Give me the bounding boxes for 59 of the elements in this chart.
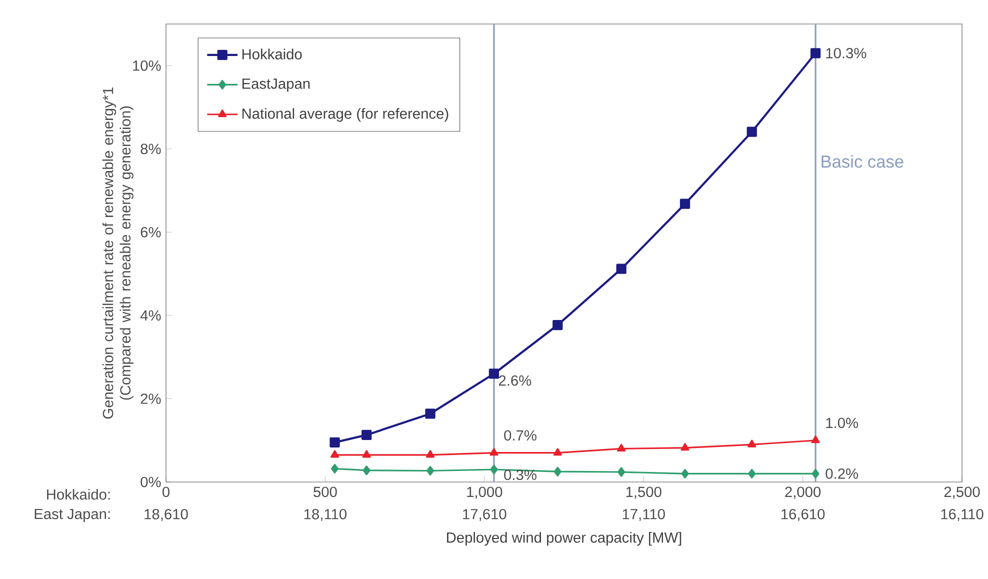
x2-tick-label: 18,610 [144, 508, 188, 522]
point [746, 126, 757, 137]
point [488, 368, 500, 379]
point [425, 408, 436, 419]
x-tick-label: 0 [162, 486, 170, 498]
point [490, 464, 498, 474]
text: Hokkaido: [47, 488, 110, 500]
point [616, 264, 626, 274]
point [490, 448, 498, 456]
x2-tick-label: 16,110 [941, 508, 984, 522]
point [362, 466, 370, 476]
y-tick-label: 8% [140, 144, 161, 154]
point [554, 466, 562, 476]
x-tick-label: 1,000 [467, 486, 502, 499]
point [748, 440, 756, 448]
x2-tick-label: 16,610 [781, 508, 825, 522]
y-tick-label: 4% [140, 310, 161, 321]
x2-tick-label: 17,110 [622, 508, 665, 522]
x2-tick-label: 18,110 [304, 508, 346, 522]
point [362, 430, 372, 440]
point [680, 443, 690, 451]
y-tick-label: 6% [140, 227, 161, 238]
point [811, 436, 820, 444]
data-label: 0.7% [504, 430, 536, 441]
x2-tick-label: 17,610 [463, 508, 506, 522]
point [426, 450, 435, 458]
x-tick-label: 2,500 [944, 486, 980, 499]
point [552, 320, 563, 330]
point [748, 468, 756, 478]
y-tick-label: 0% [140, 476, 161, 488]
point [681, 468, 689, 478]
point [617, 444, 626, 452]
point [426, 466, 434, 476]
legend-label: National average (for reference) [242, 108, 448, 122]
legend-label: Hokkaido [242, 48, 302, 60]
point [680, 198, 690, 209]
point [362, 450, 371, 458]
y-tick-label: 10% [133, 60, 161, 71]
x-tick-label: 500 [314, 486, 337, 498]
data-label: 2.6% [498, 375, 532, 386]
x-tick-label: 2,000 [785, 486, 821, 499]
ref-line-label: Basic case [822, 155, 904, 168]
point [330, 450, 340, 458]
point [618, 467, 626, 477]
data-label: 0.2% [826, 468, 858, 479]
data-label: 0.3% [504, 470, 536, 480]
point [812, 468, 820, 478]
legend-label: EastJapan [242, 78, 310, 92]
x-axis-title: Deployed wind power capacity [MW] [447, 532, 682, 546]
x-tick-label: 1,500 [626, 486, 662, 499]
text: East Japan: [34, 508, 110, 522]
point [810, 48, 821, 58]
data-label: 10.3% [826, 48, 866, 58]
point [553, 448, 562, 456]
point [330, 437, 340, 448]
y-tick-label: 2% [140, 394, 161, 404]
y-axis-title: Generation curtailment rate of renewable energy*1 (Compared with reneable energy generation) [102, 87, 134, 419]
data-label: 1.0% [826, 418, 858, 428]
point [330, 464, 339, 474]
